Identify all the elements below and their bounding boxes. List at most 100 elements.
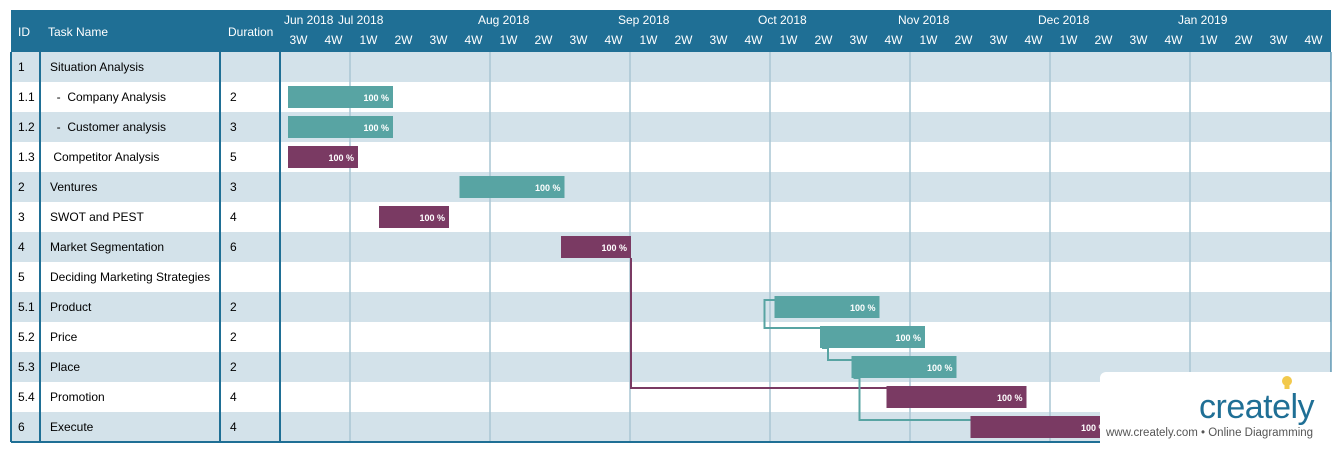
- week-label: 1W: [1060, 33, 1079, 47]
- week-label: 2W: [1095, 33, 1114, 47]
- cell-duration: 4: [230, 210, 237, 224]
- week-label: 3W: [430, 33, 449, 47]
- cell-id: 3: [18, 210, 25, 224]
- cell-duration: 6: [230, 240, 237, 254]
- week-label: 1W: [640, 33, 659, 47]
- week-label: 3W: [990, 33, 1009, 47]
- bar-progress-label: 100 %: [535, 183, 561, 193]
- dependency-arrow: [822, 347, 852, 361]
- bar-progress-label: 100 %: [363, 93, 389, 103]
- bar-progress-label: 100 %: [927, 363, 953, 373]
- cell-duration: 3: [230, 180, 237, 194]
- cell-task-name: - Customer analysis: [50, 120, 166, 134]
- week-label: 4W: [745, 33, 764, 47]
- bar-progress-label: 100 %: [1081, 423, 1107, 433]
- gantt-bar: [379, 206, 449, 228]
- gantt-bar: [820, 326, 925, 348]
- week-label: 3W: [1270, 33, 1289, 47]
- header-id: ID: [18, 25, 30, 39]
- creately-watermark: creately www.creately.com • Online Diagr…: [1100, 372, 1332, 446]
- week-label: 1W: [1200, 33, 1219, 47]
- bar-progress-label: 100 %: [328, 153, 354, 163]
- table-row: [11, 202, 1331, 232]
- gantt-bar: [886, 386, 1027, 408]
- dependency-arrow: [630, 258, 887, 389]
- week-label: 3W: [850, 33, 869, 47]
- week-label: 2W: [815, 33, 834, 47]
- week-label: 2W: [535, 33, 554, 47]
- cell-task-name: Competitor Analysis: [50, 150, 159, 164]
- table-row: [11, 262, 1331, 292]
- bar-progress-label: 100 %: [895, 333, 921, 343]
- week-label: 4W: [1165, 33, 1184, 47]
- cell-duration: 2: [230, 360, 237, 374]
- cell-task-name: Product: [50, 300, 92, 314]
- cell-duration: 3: [230, 120, 237, 134]
- gantt-bar: [288, 116, 393, 138]
- cell-task-name: Execute: [50, 420, 94, 434]
- week-label: 3W: [710, 33, 729, 47]
- table-row: [11, 82, 1331, 112]
- cell-id: 5.4: [18, 390, 35, 404]
- cell-duration: 4: [230, 390, 237, 404]
- logo-subtitle: www.creately.com • Online Diagramming: [1106, 427, 1314, 439]
- table-row: [11, 112, 1331, 142]
- gantt-bar: [288, 146, 358, 168]
- bar-progress-label: 100 %: [601, 243, 627, 253]
- table-header: [11, 10, 1331, 52]
- month-label: Aug 2018: [478, 13, 530, 27]
- cell-id: 6: [18, 420, 25, 434]
- month-label: Nov 2018: [898, 13, 950, 27]
- cell-id: 1.1: [18, 90, 35, 104]
- cell-duration: 5: [230, 150, 237, 164]
- week-label: 3W: [570, 33, 589, 47]
- header-task-name: Task Name: [48, 25, 108, 39]
- cell-task-name: Price: [50, 330, 78, 344]
- month-label: Jun 2018: [284, 13, 334, 27]
- week-label: 1W: [920, 33, 939, 47]
- cell-id: 2: [18, 180, 25, 194]
- week-label: 2W: [675, 33, 694, 47]
- lightbulb-icon: [1282, 376, 1292, 389]
- week-label: 4W: [605, 33, 624, 47]
- week-label: 3W: [1130, 33, 1149, 47]
- week-label: 3W: [290, 33, 309, 47]
- cell-id: 5: [18, 270, 25, 284]
- month-label: Jan 2019: [1178, 13, 1228, 27]
- cell-task-name: Market Segmentation: [50, 240, 164, 254]
- cell-duration: 4: [230, 420, 237, 434]
- table-row: [11, 172, 1331, 202]
- month-label: Sep 2018: [618, 13, 670, 27]
- bar-progress-label: 100 %: [419, 213, 445, 223]
- cell-task-name: Ventures: [50, 180, 97, 194]
- table-row: [11, 142, 1331, 172]
- cell-id: 5.1: [18, 300, 35, 314]
- cell-id: 5.2: [18, 330, 35, 344]
- week-label: 2W: [1235, 33, 1254, 47]
- cell-id: 1.2: [18, 120, 35, 134]
- gantt-bar: [851, 356, 957, 378]
- cell-duration: 2: [230, 90, 237, 104]
- table-row: [11, 322, 1331, 352]
- table-row: [11, 52, 1331, 82]
- week-label: 4W: [1305, 33, 1324, 47]
- header-duration: Duration: [228, 25, 273, 39]
- week-label: 4W: [465, 33, 484, 47]
- cell-id: 4: [18, 240, 25, 254]
- cell-task-name: Deciding Marketing Strategies: [50, 270, 210, 284]
- logo-wordmark: creately: [1199, 388, 1315, 426]
- cell-task-name: Situation Analysis: [50, 60, 144, 74]
- bar-progress-label: 100 %: [997, 393, 1023, 403]
- month-label: Oct 2018: [758, 13, 807, 27]
- week-label: 2W: [395, 33, 414, 47]
- month-label: Dec 2018: [1038, 13, 1090, 27]
- bar-progress-label: 100 %: [363, 123, 389, 133]
- month-label: Jul 2018: [338, 13, 384, 27]
- week-label: 2W: [955, 33, 974, 47]
- gantt-bar: [970, 416, 1111, 438]
- gantt-bar: [288, 86, 393, 108]
- table-row: [11, 292, 1331, 322]
- week-label: 1W: [500, 33, 519, 47]
- gantt-bar: [774, 296, 880, 318]
